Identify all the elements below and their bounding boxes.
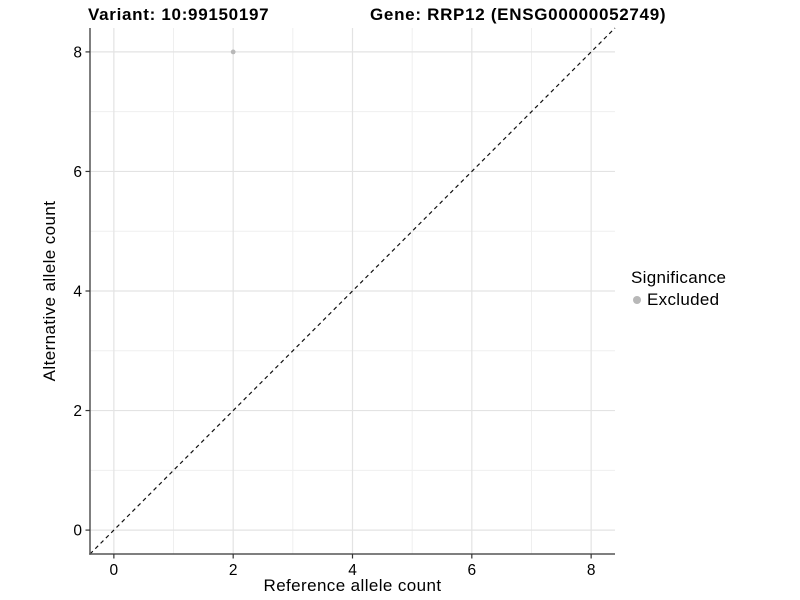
legend-entry-label: Excluded xyxy=(647,290,720,309)
y-tick-label: 6 xyxy=(73,164,82,181)
y-tick-label: 2 xyxy=(73,403,82,420)
legend: Significance Excluded xyxy=(631,268,726,310)
x-tick-label: 0 xyxy=(110,562,119,579)
legend-title: Significance xyxy=(631,268,727,287)
data-point xyxy=(230,49,236,55)
x-axis-title: Reference allele count xyxy=(263,576,442,595)
x-tick-label: 4 xyxy=(348,562,357,579)
gene-title: Gene: RRP12 (ENSG00000052749) xyxy=(370,5,667,24)
x-tick-label: 8 xyxy=(587,562,596,579)
x-tick-label: 2 xyxy=(229,562,238,579)
x-tick-label: 6 xyxy=(468,562,477,579)
y-tick-label: 8 xyxy=(73,44,82,61)
legend-entry-excluded: Excluded xyxy=(631,290,726,310)
identity-dashed-line xyxy=(89,27,616,555)
excluded-point-icon xyxy=(633,296,641,304)
variant-title: Variant: 10:99150197 xyxy=(88,5,270,24)
y-tick-label: 0 xyxy=(73,523,82,540)
y-tick-label: 4 xyxy=(73,284,82,301)
y-axis-title: Alternative allele count xyxy=(40,200,59,382)
